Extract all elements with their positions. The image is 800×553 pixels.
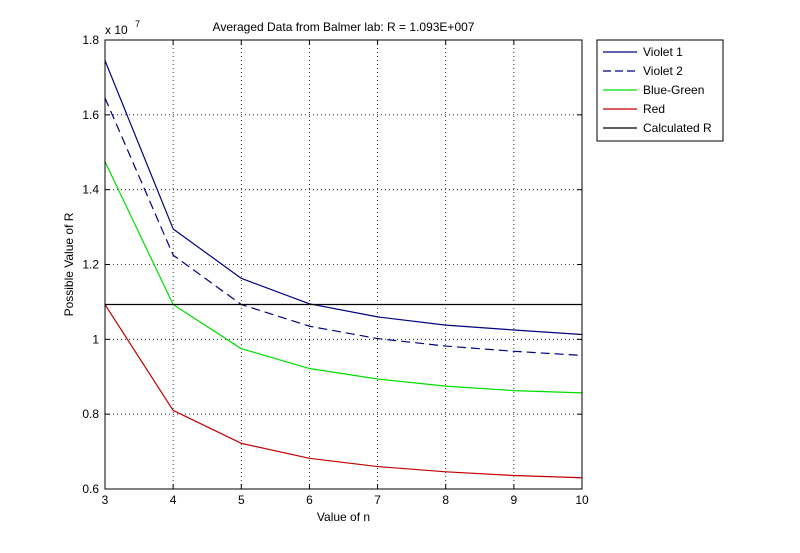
x-tick-label: 10: [575, 493, 589, 507]
legend-item-blue-green[interactable]: Blue-Green: [603, 83, 704, 97]
y-tick-label: 1.8: [82, 33, 99, 47]
legend-item-calculated-r[interactable]: Calculated R: [603, 121, 712, 135]
legend-items: Violet 1 Violet 2 Blue-Green Red Calculated …: [603, 45, 712, 135]
y-axis-exponent-base: x 10: [105, 23, 128, 37]
series-line-blue-green: [104, 161, 583, 394]
y-tick-label: 1.6: [82, 108, 99, 122]
chart-title: Averaged Data from Balmer lab: R = 1.093…: [213, 20, 475, 34]
x-tick-label: 8: [442, 493, 449, 507]
y-axis-label: Possible Value of R: [62, 212, 76, 316]
legend-label: Violet 1: [643, 45, 683, 59]
x-tick-label: 9: [511, 493, 518, 507]
series-line-violet-1: [104, 60, 583, 336]
grid: [105, 40, 582, 489]
series-line-red: [104, 304, 583, 479]
x-tick-label: 5: [238, 493, 245, 507]
x-tick-label: 3: [102, 493, 109, 507]
x-tick-label: 4: [170, 493, 177, 507]
x-tick-label: 7: [374, 493, 381, 507]
series-line-violet-2: [104, 97, 583, 357]
legend-label: Red: [643, 102, 665, 116]
y-tick-label: 0.6: [82, 482, 99, 496]
legend-label: Violet 2: [643, 64, 683, 78]
legend-label: Blue-Green: [643, 83, 704, 97]
series-layer: [104, 60, 583, 479]
legend-item-red[interactable]: Red: [603, 102, 665, 116]
y-tick-label: 1: [92, 332, 99, 346]
legend-item-violet-1[interactable]: Violet 1: [603, 45, 683, 59]
x-axis-label: Value of n: [317, 510, 370, 524]
plot-area: [105, 40, 582, 489]
legend[interactable]: Violet 1 Violet 2 Blue-Green Red Calculated …: [596, 39, 724, 142]
y-axis-exponent-power: 7: [135, 19, 140, 29]
legend-item-violet-2[interactable]: Violet 2: [603, 64, 683, 78]
y-tick-label: 1.4: [82, 183, 99, 197]
y-tick-label: 1.2: [82, 258, 99, 272]
y-tick-label: 0.8: [82, 407, 99, 421]
ticks: 3 4 5 6 7 8 9 10 0.6 0.8 1 1.2 1.4 1.6 1.8: [82, 33, 589, 507]
x-tick-label: 6: [306, 493, 313, 507]
legend-label: Calculated R: [643, 121, 712, 135]
